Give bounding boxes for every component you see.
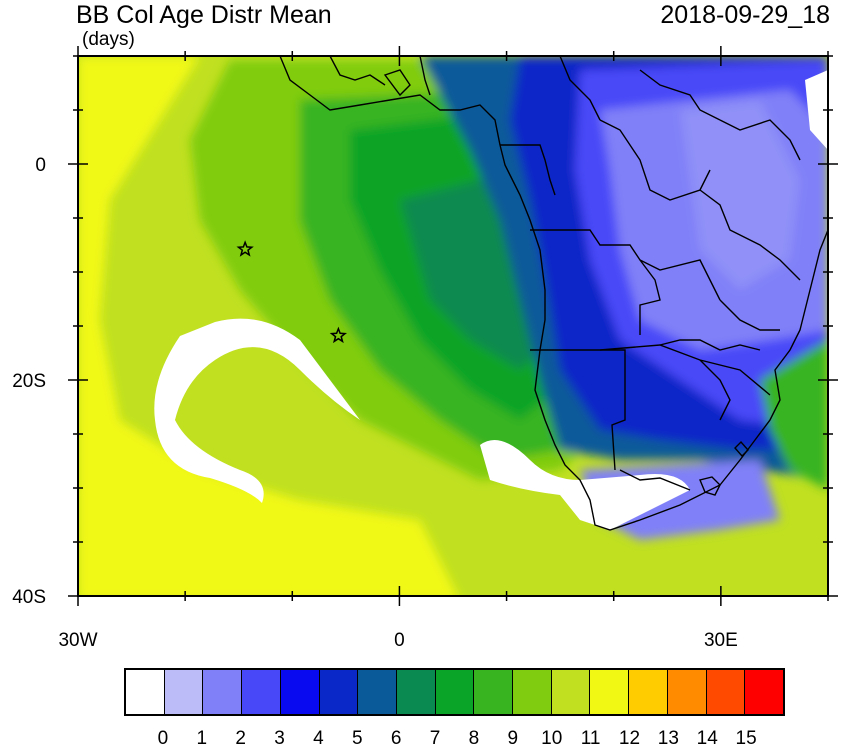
y-tick-label: 40S <box>12 587 46 608</box>
colorbar-box <box>706 670 746 714</box>
colorbar-box <box>590 670 630 714</box>
colorbar-box <box>242 670 281 714</box>
colorbar-label: 6 <box>390 728 402 749</box>
colorbar-box <box>551 670 591 714</box>
valid-time: 2018-09-29_18 <box>660 1 830 29</box>
axis-ticks <box>68 46 838 606</box>
units-label: (days) <box>82 29 135 50</box>
colorbar-label: 4 <box>313 728 324 749</box>
plot-title: BB Col Age Distr Mean <box>76 1 332 29</box>
colorbar-label: 5 <box>351 728 363 749</box>
colorbar-label: 2 <box>235 728 246 749</box>
colorbar <box>124 668 785 716</box>
y-tick-label: 0 <box>35 155 46 176</box>
axis-tick-labels: 30W 0 30E 0 20S 40S <box>12 155 738 651</box>
colorbar-box <box>203 670 243 714</box>
x-tick-label: 0 <box>394 630 405 651</box>
colorbar-label: 0 <box>157 728 169 749</box>
colorbar-label: 1 <box>196 728 208 749</box>
station-markers <box>236 240 348 344</box>
colorbar-labels: 0 1 2 3 4 5 6 7 8 9 10 11 12 13 14 15 <box>124 728 785 750</box>
colorbar-box <box>280 670 320 714</box>
y-tick-label: 20S <box>12 371 46 392</box>
colorbar-label: 14 <box>696 728 718 749</box>
colorbar-box <box>629 670 668 714</box>
colorbar-label: 13 <box>657 728 679 749</box>
colorbar-box <box>319 670 359 714</box>
colorbar-box <box>164 670 204 714</box>
colorbar-box <box>358 670 397 714</box>
colorbar-box <box>396 670 436 714</box>
star-marker <box>329 326 348 344</box>
colorbar-label: 12 <box>618 728 641 749</box>
colorbar-box <box>435 670 475 714</box>
colorbar-label: 11 <box>580 728 601 749</box>
contour-field <box>78 56 828 596</box>
colorbar-box <box>667 670 707 714</box>
colorbar-label: 9 <box>507 728 519 749</box>
x-tick-label: 30E <box>704 630 738 651</box>
colorbar-box <box>513 670 552 714</box>
colorbar-label: 3 <box>274 728 285 749</box>
colorbar-box <box>745 670 783 714</box>
colorbar-box <box>474 670 514 714</box>
star-marker <box>236 240 254 257</box>
colorbar-label: 15 <box>735 728 757 749</box>
colorbar-box <box>126 670 165 714</box>
colorbar-label: 8 <box>468 728 480 749</box>
colorbar-label: 10 <box>541 728 563 749</box>
colorbar-label: 7 <box>429 728 441 749</box>
x-tick-label: 30W <box>58 630 97 651</box>
